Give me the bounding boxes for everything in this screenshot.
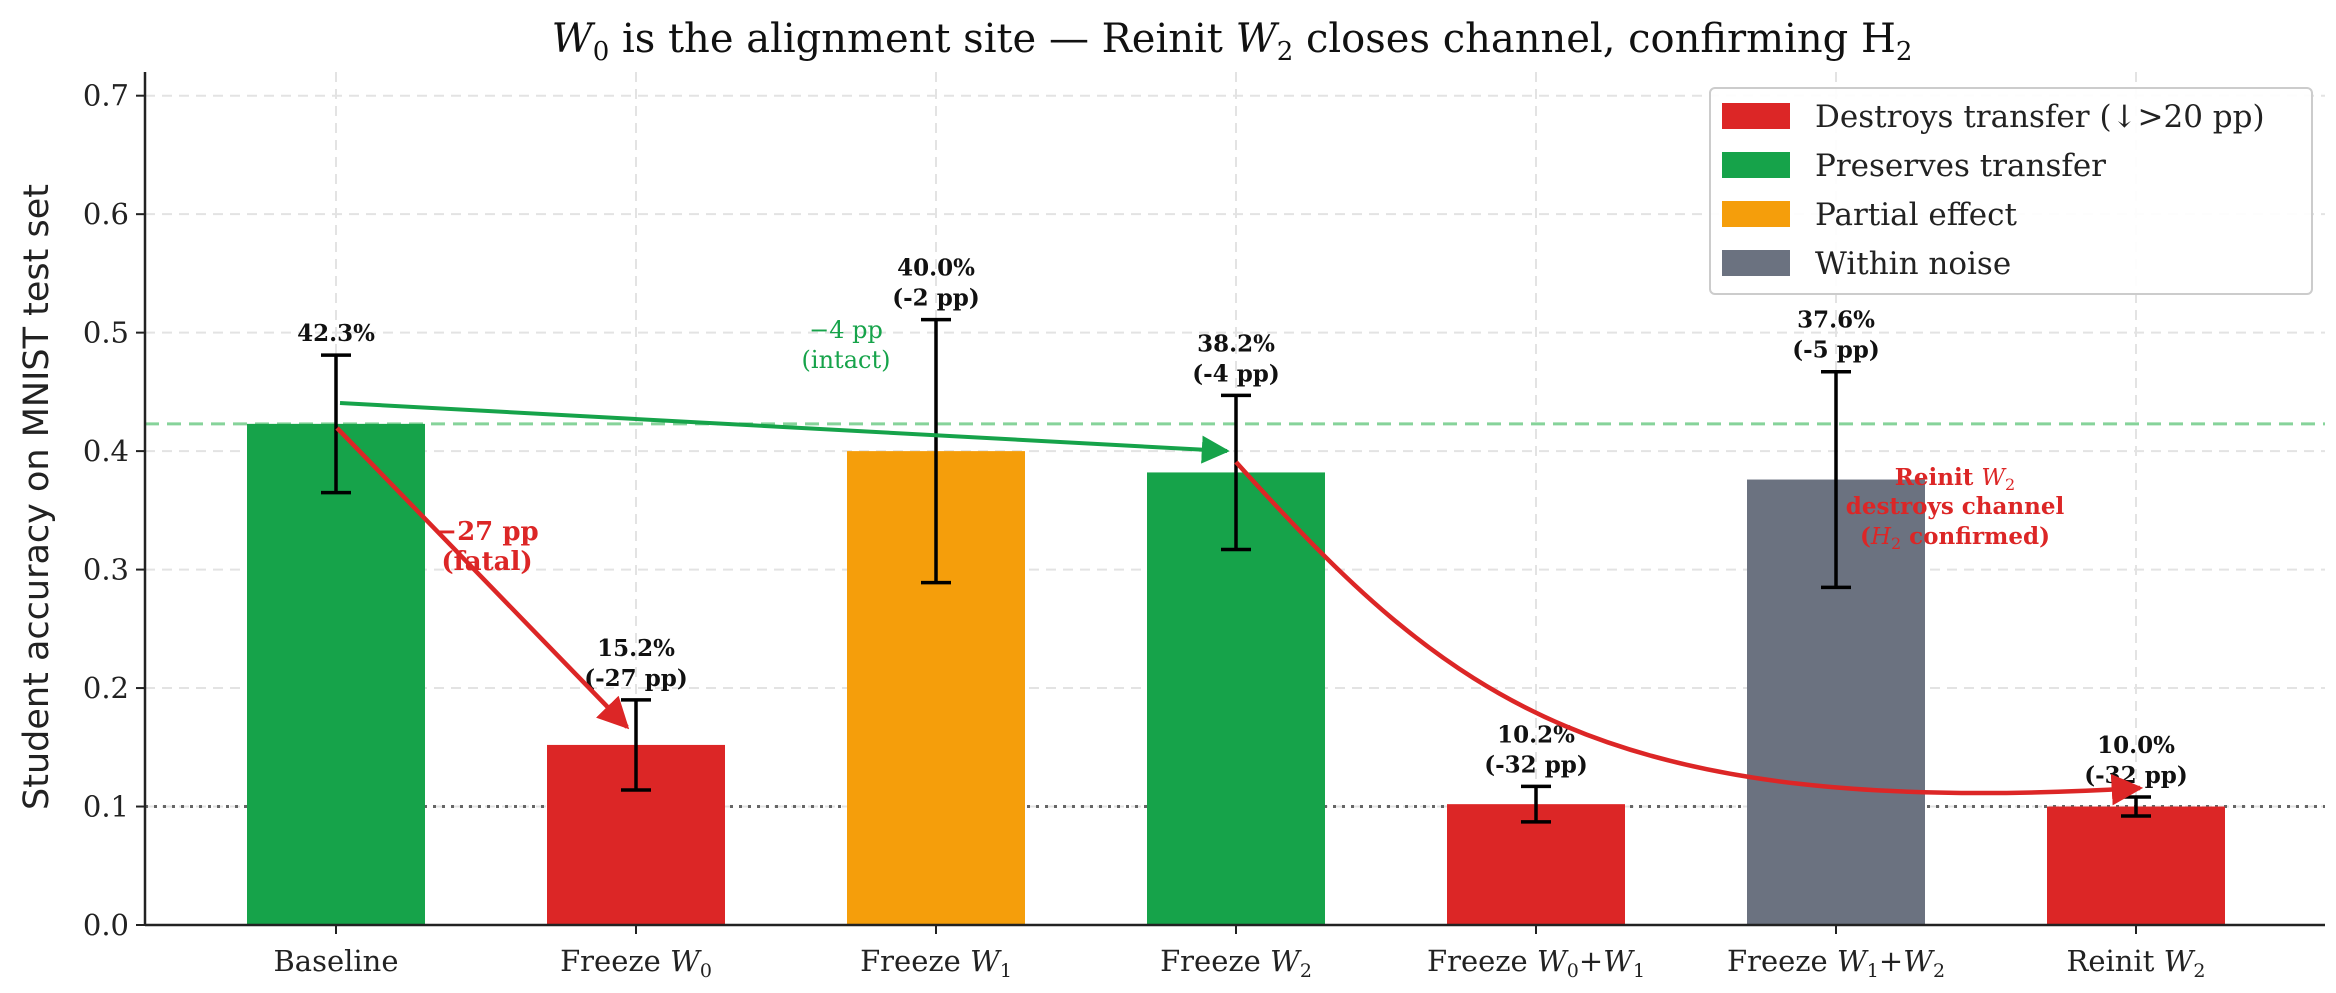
y-tick-label: 0.0: [83, 908, 129, 942]
bar: [1447, 804, 1625, 925]
x-tick-label: Reinit W2: [2066, 944, 2205, 982]
chart-title: W0 is the alignment site — Reinit W2 clo…: [552, 16, 1913, 67]
legend-swatch: [1722, 152, 1790, 178]
x-tick-label: Baseline: [273, 944, 398, 978]
legend-swatch: [1722, 250, 1790, 276]
bar-value-label: (-2 pp): [892, 285, 980, 312]
bar-value-label: (-5 pp): [1792, 337, 1880, 364]
x-tick-label: Freeze W0: [560, 944, 712, 982]
fatal-arrow: [335, 426, 630, 730]
x-tick-label: Freeze W2: [1160, 944, 1312, 982]
reinit-annotation-line1: Reinit W2: [1895, 464, 2015, 494]
legend-label: Preserves transfer: [1815, 148, 2106, 184]
x-tick-label: Freeze W1+W2: [1727, 944, 1945, 982]
green-arrow: [339, 401, 1230, 464]
bar-value-label: 40.0%: [897, 255, 975, 282]
legend: Destroys transfer (↓>20 pp) Preserves tra…: [1709, 87, 2313, 295]
y-tick-label: 0.6: [83, 197, 129, 231]
legend-label: Destroys transfer (↓>20 pp): [1815, 99, 2265, 135]
y-tick-label: 0.5: [83, 316, 129, 350]
legend-frame: [1709, 87, 2313, 295]
y-tick-label: 0.1: [83, 790, 129, 824]
bar-value-label: (-4 pp): [1192, 360, 1280, 387]
bar-value-label: 38.2%: [1197, 330, 1275, 357]
bar-value-label: 15.2%: [597, 635, 675, 662]
reinit-arrow: [1234, 460, 2144, 806]
bar-value-label: (-32 pp): [1484, 751, 1588, 778]
green-annotation-line2: (intact): [802, 346, 891, 374]
bar-value-label: 42.3%: [297, 320, 375, 347]
green-annotation-line1: −4 pp: [809, 316, 883, 344]
annotation-arrows: [335, 401, 2144, 806]
y-tick-label: 0.7: [83, 79, 129, 113]
fatal-annotation-line2: (fatal): [441, 547, 532, 577]
y-tick-label: 0.4: [83, 434, 129, 468]
x-tick-label: Freeze W0+W1: [1427, 944, 1645, 982]
legend-label: Within noise: [1815, 246, 2011, 282]
y-axis-title: Student accuracy on MNIST test set: [17, 184, 57, 810]
y-tick-label: 0.2: [83, 671, 129, 705]
legend-label: Partial effect: [1815, 197, 2017, 233]
bar-value-labels: 42.3% 15.2% (-27 pp) 40.0% (-2 pp) 38.2% (-4 p…: [297, 255, 2188, 789]
x-tick-label: Freeze W1: [860, 944, 1012, 982]
bar-value-label: 37.6%: [1797, 307, 1875, 334]
y-tick-labels: 0.0 0.1 0.2 0.3 0.4 0.5 0.6 0.7: [83, 79, 145, 942]
legend-swatch: [1722, 103, 1790, 129]
fatal-annotation-line1: −27 pp: [435, 517, 538, 547]
bar-value-label: 10.0%: [2097, 732, 2175, 759]
bar-value-label: (-32 pp): [2084, 762, 2188, 789]
y-tick-label: 0.3: [83, 553, 129, 587]
x-tick-labels: Baseline Freeze W0 Freeze W1 Freeze W2 Freez…: [273, 925, 2206, 982]
legend-swatch: [1722, 201, 1790, 227]
bar: [2047, 806, 2225, 925]
reinit-annotation-line3: (H2 confirmed): [1860, 523, 2050, 553]
reinit-annotation-line2: destroys channel: [1846, 493, 2065, 520]
bar: [247, 423, 425, 925]
bar-value-label: (-27 pp): [584, 665, 688, 692]
bars: [247, 423, 2225, 925]
